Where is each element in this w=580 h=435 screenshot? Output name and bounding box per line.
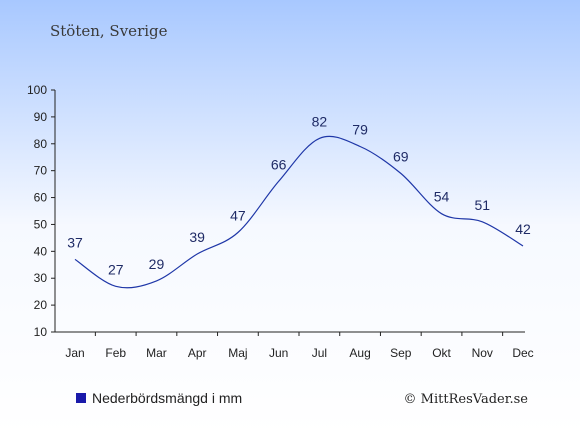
y-tick-label: 30	[34, 271, 48, 285]
precipitation-line	[74, 135, 524, 289]
data-label: 54	[434, 189, 450, 205]
x-tick-label: Okt	[432, 346, 451, 360]
y-tick-label: 40	[34, 244, 48, 258]
x-tick-label: Feb	[105, 346, 126, 360]
axes	[54, 90, 525, 333]
x-tick-label: Sep	[390, 346, 412, 360]
data-label: 66	[271, 156, 287, 172]
y-tick-label: 10	[34, 325, 48, 339]
x-tick-label: Apr	[188, 346, 207, 360]
legend-swatch	[76, 393, 86, 403]
x-tick-label: Jun	[269, 346, 288, 360]
x-tick-label: Dec	[512, 346, 533, 360]
data-label: 79	[352, 121, 368, 137]
x-ticks: Jan Feb Mar Apr Maj Jun Jul Aug Sep Okt Nov Dec	[65, 332, 534, 360]
data-label: 27	[108, 261, 124, 277]
place-title: Stöten, Sverige	[50, 22, 168, 40]
y-tick-label: 60	[34, 191, 48, 205]
data-label: 39	[189, 229, 205, 245]
data-label: 69	[393, 148, 409, 164]
x-tick-label: Mar	[146, 346, 167, 360]
x-tick-label: Jan	[65, 346, 84, 360]
data-labels: 37 27 29 39 47 66 82 79 69 54 51 42	[67, 113, 531, 277]
x-tick-label: Jul	[312, 346, 327, 360]
data-label: 51	[474, 197, 490, 213]
y-tick-label: 20	[34, 298, 48, 312]
y-tick-label: 70	[34, 164, 48, 178]
y-tick-label: 80	[34, 137, 48, 151]
y-tick-label: 90	[34, 110, 48, 124]
y-ticks: 10 20 30 40 50 60 70 80 90 100	[27, 83, 55, 339]
x-tick-label: Maj	[228, 346, 247, 360]
y-tick-label: 100	[27, 83, 47, 97]
x-tick-label: Aug	[349, 346, 370, 360]
data-label: 29	[149, 256, 165, 272]
x-tick-label: Nov	[472, 346, 493, 360]
legend-label: Nederbördsmängd i mm	[92, 390, 242, 406]
data-label: 82	[312, 113, 328, 129]
data-label: 42	[515, 221, 531, 237]
data-label: 47	[230, 208, 246, 224]
y-tick-label: 50	[34, 217, 48, 231]
data-label: 37	[67, 234, 83, 250]
copyright-text: © MittResVader.se	[404, 392, 529, 407]
